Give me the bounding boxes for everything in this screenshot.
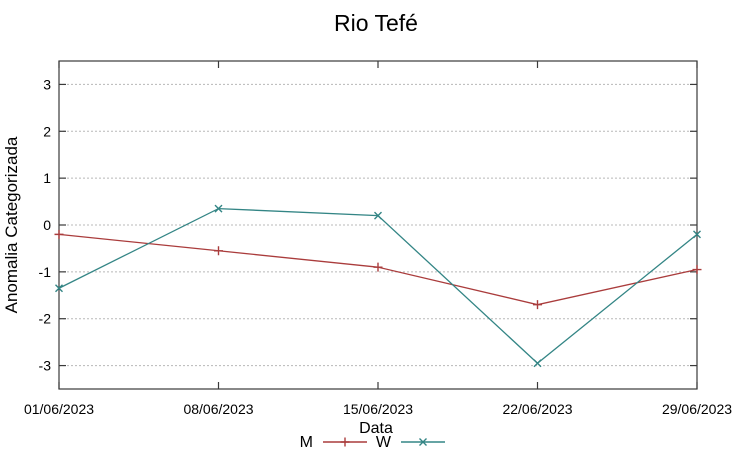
gridlines — [59, 83, 697, 367]
marker-cross — [374, 211, 382, 220]
y-tick-label: 1 — [43, 170, 51, 186]
y-tick-label: -3 — [39, 358, 52, 374]
marker-plus — [54, 229, 64, 239]
marker-plus — [692, 265, 702, 275]
tick-labels: -3 -2 -1 0 1 2 3 01/06/2023 08/06/2023 15/06/2023… — [24, 76, 732, 417]
x-tick-label: 08/06/2023 — [183, 401, 253, 417]
marker-cross — [693, 230, 701, 239]
y-tick-label: -1 — [39, 264, 52, 280]
marker-plus — [533, 300, 542, 310]
x-tick-label: 01/06/2023 — [24, 401, 94, 417]
marker-plus — [214, 246, 223, 256]
legend-marker-plus — [340, 437, 350, 447]
legend-label-M: M — [300, 434, 313, 451]
x-tick-label: 29/06/2023 — [662, 401, 732, 417]
legend-label-W: W — [376, 434, 392, 451]
plot-border — [58, 60, 698, 390]
x-axis-label: Data — [359, 420, 393, 437]
marker-cross — [533, 359, 542, 368]
marker-plus — [373, 262, 383, 272]
y-tick-label: 2 — [43, 123, 51, 139]
series-M — [54, 229, 702, 310]
chart-title: Rio Tefé — [334, 10, 418, 36]
marker-cross — [214, 204, 223, 213]
legend-marker-cross — [419, 438, 427, 446]
marker-cross — [55, 284, 63, 293]
y-tick-label: 3 — [43, 76, 51, 92]
y-tick-label: 0 — [43, 217, 51, 233]
y-tick-label: -2 — [39, 311, 52, 327]
axes — [58, 60, 698, 390]
series-W — [55, 204, 701, 368]
data-series — [54, 204, 702, 368]
x-tick-label: 15/06/2023 — [343, 401, 413, 417]
x-tick-label: 22/06/2023 — [502, 401, 572, 417]
y-axis-label: Anomalia Categorizada — [2, 136, 21, 313]
series-line-W — [58, 207, 698, 365]
